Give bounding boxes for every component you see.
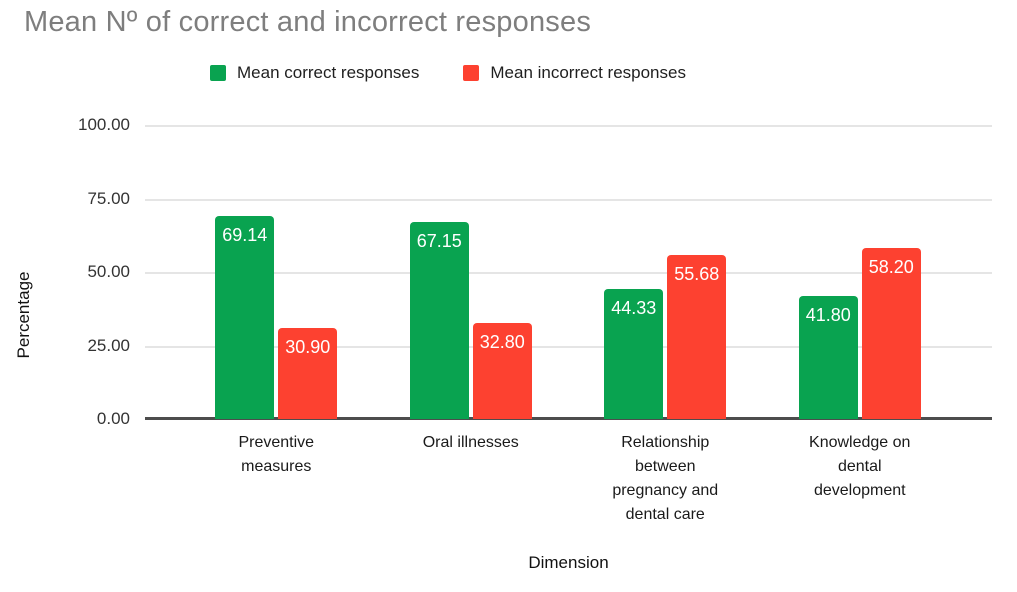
bar-groups: 69.14 30.90 67.15 32.80 44.33 55.68 41.80 58.20 bbox=[179, 125, 957, 419]
legend-swatch-icon bbox=[210, 65, 226, 81]
y-tick-label: 100.00 bbox=[78, 115, 130, 134]
gridline bbox=[145, 125, 992, 127]
gridline bbox=[145, 345, 992, 348]
x-axis-category-labels: Preventive measures Oral illnesses Relatio… bbox=[179, 431, 957, 527]
x-category-label: Relationship between pregnancy and denta… bbox=[612, 434, 719, 523]
bar-value-label: 44.33 bbox=[611, 297, 657, 318]
gridline bbox=[145, 198, 992, 201]
chart-legend: Mean correct responses Mean incorrect res… bbox=[210, 63, 686, 83]
bar-group: 44.33 55.68 bbox=[568, 125, 763, 419]
plot-area: 69.14 30.90 67.15 32.80 44.33 55.68 41.80 58.20 bbox=[145, 125, 992, 420]
x-category-label: Preventive measures bbox=[238, 434, 315, 475]
bar-value-label: 30.90 bbox=[285, 337, 331, 358]
correct-bar: 41.80 bbox=[798, 296, 858, 419]
bar-value-label: 69.14 bbox=[222, 224, 268, 245]
correct-bar: 67.15 bbox=[409, 221, 469, 419]
bar-value-label: 55.68 bbox=[674, 264, 720, 285]
x-category-label: Knowledge on dental development bbox=[809, 434, 911, 499]
chart-title: Mean Nº of correct and incorrect respons… bbox=[24, 6, 592, 38]
gridline bbox=[145, 272, 992, 274]
incorrect-bar: 58.20 bbox=[861, 247, 921, 419]
correct-bar: 69.14 bbox=[215, 215, 275, 419]
bar-value-label: 58.20 bbox=[868, 256, 914, 277]
bar-group: 69.14 30.90 bbox=[179, 125, 374, 419]
legend-item: Mean incorrect responses bbox=[463, 63, 686, 83]
incorrect-bar: 32.80 bbox=[472, 322, 532, 419]
bar-value-label: 32.80 bbox=[479, 331, 525, 352]
bar-group: 67.15 32.80 bbox=[374, 125, 569, 419]
legend-item: Mean correct responses bbox=[210, 63, 419, 83]
incorrect-bar: 30.90 bbox=[278, 328, 338, 419]
bar-value-label: 41.80 bbox=[805, 305, 851, 326]
x-axis-title: Dimension bbox=[528, 553, 609, 572]
y-tick-label: 0.00 bbox=[96, 409, 130, 428]
incorrect-bar: 55.68 bbox=[667, 255, 727, 419]
legend-label: Mean correct responses bbox=[237, 63, 420, 82]
y-tick-label: 75.00 bbox=[87, 188, 130, 208]
legend-swatch-icon bbox=[463, 65, 480, 81]
correct-bar: 44.33 bbox=[604, 288, 664, 419]
bar-value-label: 67.15 bbox=[416, 230, 462, 251]
y-tick-label: 25.00 bbox=[87, 335, 130, 355]
bar-group: 41.80 58.20 bbox=[763, 125, 958, 419]
x-axis-baseline bbox=[145, 417, 992, 420]
legend-label: Mean incorrect responses bbox=[490, 63, 686, 82]
y-tick-label: 50.00 bbox=[87, 262, 130, 281]
x-category-label: Oral illnesses bbox=[422, 434, 519, 451]
